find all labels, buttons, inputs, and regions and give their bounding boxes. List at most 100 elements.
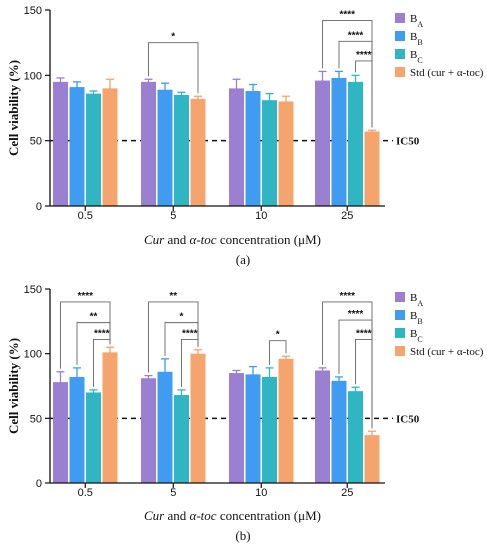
x-axis-title-part: Cur	[144, 508, 165, 523]
legend-label-main: B	[410, 31, 417, 43]
legend-label: BA	[410, 292, 423, 308]
bar	[102, 352, 118, 483]
bar	[348, 81, 363, 206]
panel-caption: (a)	[236, 252, 250, 267]
bar	[348, 391, 363, 483]
legend-label-sub: B	[417, 38, 422, 47]
y-tick-label: 150	[24, 284, 42, 296]
bar	[174, 94, 189, 206]
significance-label: ****	[94, 328, 110, 339]
bar	[331, 380, 347, 483]
bar	[174, 395, 189, 483]
significance-label: **	[169, 291, 177, 302]
legend-label-main: B	[410, 13, 417, 25]
x-tick-label: 10	[255, 487, 267, 499]
x-tick-label: 5	[170, 487, 176, 499]
x-axis-title-part: Cur	[144, 232, 165, 247]
y-tick-label: 50	[30, 413, 42, 425]
bar	[245, 374, 261, 483]
x-axis-title-part: and	[164, 508, 189, 523]
bar	[141, 378, 156, 483]
significance-bracket	[355, 60, 373, 128]
bar	[262, 376, 277, 483]
significance-label: ****	[339, 9, 355, 20]
bar	[331, 77, 347, 207]
legend-label-sub: B	[417, 317, 422, 326]
x-tick-label: 0.5	[78, 210, 93, 222]
significance-bracket	[164, 322, 199, 356]
legend-label-sub: A	[417, 20, 423, 29]
panel-a: IC50 0 50 100 150 0.5 5 10 25 Cell viability (%) C…	[6, 5, 484, 267]
legend-label-sub: A	[417, 299, 423, 308]
significance-bracket	[148, 42, 199, 94]
legend-label-main: B	[410, 292, 417, 304]
y-tick-label: 150	[24, 5, 42, 17]
x-axis-title-part: α-toc	[190, 508, 217, 523]
bar	[102, 88, 118, 206]
x-tick-label: 25	[341, 210, 353, 222]
bar	[190, 353, 206, 483]
x-axis-title-part: concentration (μM)	[217, 508, 321, 523]
legend-label-sub: C	[417, 335, 422, 344]
significance-label: *	[180, 312, 184, 323]
y-tick-label: 50	[30, 136, 42, 148]
y-tick-label: 0	[36, 201, 42, 213]
legend-swatch	[395, 292, 405, 302]
significance-bracket	[181, 338, 199, 387]
y-tick-label: 100	[24, 70, 42, 82]
legend-label: BC	[410, 328, 423, 344]
bar	[86, 93, 101, 206]
legend-label-main: B	[410, 49, 417, 61]
legend-swatch	[395, 67, 405, 77]
bar	[315, 370, 330, 483]
significance-label: *	[276, 330, 280, 341]
significance-label: ****	[348, 309, 364, 320]
significance-bracket	[355, 338, 373, 429]
bar	[157, 371, 173, 483]
significance-bracket	[93, 338, 111, 387]
legend-label-main: Std (cur + α-toc)	[410, 67, 484, 79]
legend-label-main: Std (cur + α-toc)	[410, 346, 484, 358]
y-tick-label: 100	[24, 349, 42, 361]
significance-label: ****	[339, 291, 355, 302]
legend-label: BA	[410, 13, 423, 29]
panel-b: IC50 0 50 100 150 0.5 5 10 25 Cell viability (%) C…	[6, 284, 484, 543]
bar	[141, 81, 156, 206]
x-axis-title-part: concentration (μM)	[217, 232, 321, 247]
x-tick-label: 10	[255, 210, 267, 222]
ic50-label: IC50	[396, 413, 420, 425]
bar	[69, 376, 85, 483]
legend-label-main: B	[410, 328, 417, 340]
significance-label: ****	[182, 328, 198, 339]
legend-swatch	[395, 13, 405, 23]
y-axis-title: Cell viability (%)	[6, 338, 21, 434]
bar	[190, 98, 206, 206]
bar	[278, 358, 294, 483]
x-tick-label: 0.5	[78, 487, 93, 499]
bar	[262, 100, 277, 206]
legend-swatch	[395, 31, 405, 41]
bar	[364, 131, 380, 206]
significance-label: ****	[356, 50, 372, 61]
bar	[229, 88, 244, 206]
bar	[315, 80, 330, 206]
bar	[157, 89, 173, 206]
significance-label: **	[90, 312, 98, 323]
y-axis-title: Cell viability (%)	[6, 60, 21, 156]
significance-label: ****	[77, 291, 93, 302]
legend-swatch	[395, 310, 405, 320]
bar	[364, 435, 380, 483]
ic50-label: IC50	[396, 136, 420, 148]
legend-label: Std (cur + α-toc)	[410, 67, 484, 79]
x-axis-title: Cur and α-toc concentration (μM)	[144, 508, 321, 523]
significance-bracket	[269, 340, 287, 365]
x-axis-title-part: α-toc	[190, 232, 217, 247]
x-axis-title: Cur and α-toc concentration (μM)	[144, 232, 321, 247]
x-tick-label: 25	[341, 487, 353, 499]
bar	[245, 91, 261, 206]
bar	[86, 392, 101, 483]
legend-swatch	[395, 49, 405, 59]
bar	[229, 373, 244, 483]
legend-label: BB	[410, 31, 423, 47]
